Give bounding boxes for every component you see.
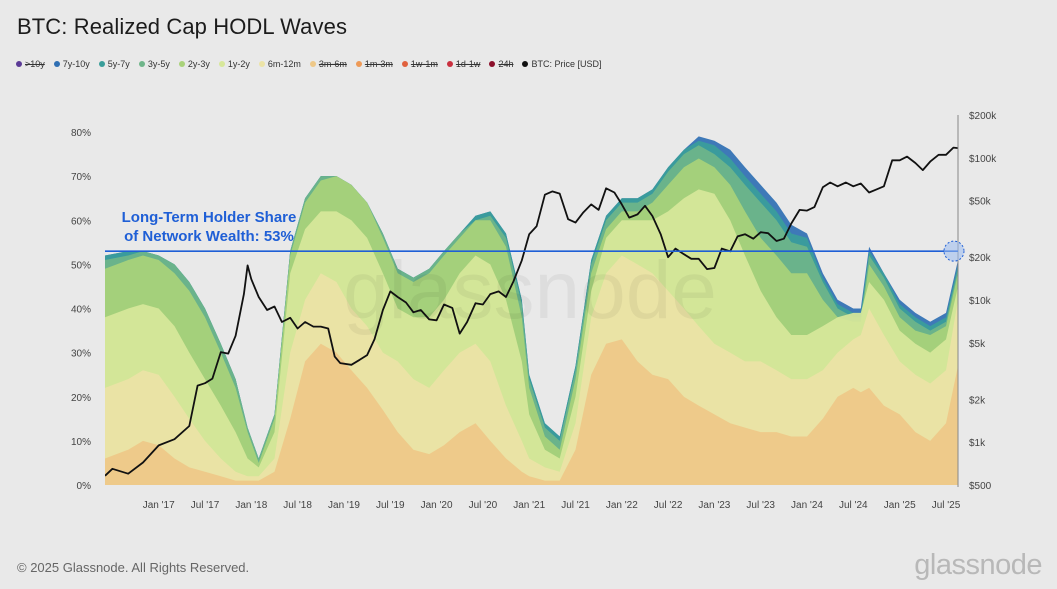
highlight-marker: [943, 240, 965, 262]
x-tick-label: Jul '25: [932, 500, 961, 511]
x-tick-label: Jan '21: [513, 500, 545, 511]
x-tick-label: Jul '18: [283, 500, 312, 511]
brand-logo: glassnode: [914, 549, 1042, 581]
x-tick-label: Jul '22: [654, 500, 683, 511]
legend-label: 7y-10y: [62, 59, 90, 69]
legend-label: 2y-3y: [187, 59, 210, 69]
legend-swatch: [401, 61, 408, 67]
legend-item[interactable]: >10y: [16, 59, 45, 69]
legend-item[interactable]: 1m-3m: [355, 59, 393, 69]
legend-swatch: [489, 61, 496, 67]
legend-swatch: [138, 61, 145, 67]
legend-item[interactable]: 1w-1m: [401, 59, 438, 69]
legend-swatch: [258, 61, 265, 67]
y-left-tick-label: 60%: [71, 216, 91, 227]
legend-item[interactable]: 1d-1w: [446, 59, 481, 69]
y-left-tick-label: 10%: [71, 437, 91, 448]
price-line-group: [105, 146, 958, 477]
legend-label: >10y: [25, 59, 45, 69]
x-tick-label: Jan '23: [698, 500, 730, 511]
btc-price-line: [105, 146, 958, 477]
x-tick-label: Jan '24: [791, 500, 823, 511]
legend-label: 5y-7y: [107, 59, 130, 69]
x-tick-label: Jul '23: [746, 500, 775, 511]
chart-title: BTC: Realized Cap HODL Waves: [17, 14, 348, 39]
x-axis-ticks: Jan '17 Jul '17 Jan '18 Jul '18 Jan '19 Jul '…: [143, 500, 961, 511]
copyright-text: © 2025 Glassnode. All Rights Reserved.: [17, 560, 250, 575]
legend-item[interactable]: 3m-6m: [309, 59, 347, 69]
legend-item[interactable]: 2y-3y: [178, 59, 210, 69]
legend-item[interactable]: 5y-7y: [98, 59, 130, 69]
chart-legend: >10y 7y-10y 5y-7y 3y-5y 2y-3y 1y-2y 6m-12m 3m-6…: [16, 59, 601, 69]
annotation-line-1: Long-Term Holder Share: [122, 209, 297, 226]
x-tick-label: Jul '20: [469, 500, 498, 511]
x-tick-label: Jan '20: [421, 500, 453, 511]
legend-swatch: [53, 61, 60, 67]
legend-item[interactable]: 3y-5y: [138, 59, 170, 69]
y-right-tick-label: $5k: [969, 339, 986, 350]
legend-item[interactable]: 7y-10y: [53, 59, 90, 69]
legend-label: 1d-1w: [455, 59, 481, 69]
legend-swatch: [16, 61, 22, 67]
legend-label: 3y-5y: [147, 59, 170, 69]
y-left-tick-label: 30%: [71, 349, 91, 360]
x-tick-label: Jul '17: [191, 500, 220, 511]
x-tick-label: Jan '17: [143, 500, 175, 511]
x-tick-label: Jan '19: [328, 500, 360, 511]
hodl-wave-areas: [105, 136, 958, 485]
legend-label: 1m-3m: [364, 59, 393, 69]
legend-swatch: [98, 61, 105, 67]
legend-label: 3m-6m: [318, 59, 347, 69]
annotation-line-2: of Network Wealth: 53%: [124, 228, 294, 245]
legend-swatch: [178, 61, 185, 67]
y-right-tick-label: $20k: [969, 253, 992, 264]
legend-swatch: [446, 61, 453, 67]
area-band-3m-6m: [105, 339, 958, 485]
y-right-tick-label: $1k: [969, 438, 986, 449]
y-left-tick-label: 50%: [71, 260, 91, 271]
legend-item[interactable]: 6m-12m: [258, 59, 301, 69]
watermark: glassnode: [343, 245, 717, 336]
legend-label: 1w-1m: [410, 59, 438, 69]
legend-swatch: [309, 61, 316, 67]
y-left-tick-label: 80%: [71, 128, 91, 139]
y-right-tick-label: $10k: [969, 296, 992, 307]
x-tick-label: Jan '25: [884, 500, 916, 511]
x-tick-label: Jul '21: [561, 500, 590, 511]
legend-item[interactable]: 24h: [489, 59, 513, 69]
legend-swatch: [218, 61, 225, 67]
x-tick-label: Jan '22: [606, 500, 638, 511]
legend-swatch: [355, 61, 362, 67]
legend-label: BTC: Price [USD]: [531, 59, 602, 69]
legend-label: 1y-2y: [227, 59, 250, 69]
y-right-tick-label: $500: [969, 481, 992, 492]
legend-label: 6m-12m: [267, 59, 301, 69]
y-left-tick-label: 40%: [71, 305, 91, 316]
y-left-tick-label: 0%: [77, 481, 92, 492]
x-tick-label: Jul '19: [376, 500, 405, 511]
legend-item[interactable]: BTC: Price [USD]: [522, 59, 601, 69]
y-left-tick-label: 20%: [71, 393, 91, 404]
legend-item[interactable]: 1y-2y: [218, 59, 250, 69]
x-tick-label: Jan '18: [235, 500, 267, 511]
y-right-tick-label: $200k: [969, 111, 997, 122]
left-axis-ticks: 0% 10% 20% 30% 40% 50% 60% 70% 80%: [71, 128, 91, 492]
reference-group: Long-Term Holder Share of Network Wealth:…: [105, 209, 965, 262]
right-axis-ticks: $500 $1k $2k $5k $10k $20k $50k $100k $200k: [969, 111, 997, 492]
y-right-tick-label: $100k: [969, 154, 997, 165]
y-right-tick-label: $50k: [969, 197, 992, 208]
legend-swatch: [522, 61, 529, 67]
x-tick-label: Jul '24: [839, 500, 868, 511]
y-right-tick-label: $2k: [969, 395, 986, 406]
y-left-tick-label: 70%: [71, 172, 91, 183]
legend-label: 24h: [498, 59, 514, 69]
